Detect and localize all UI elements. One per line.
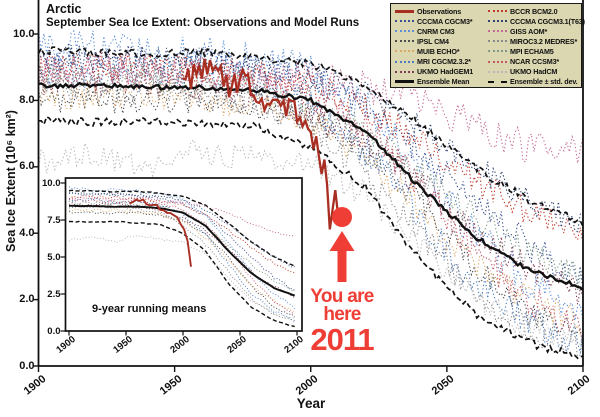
legend-label: Ensemble Mean (417, 77, 470, 87)
legend-swatch-dotted (488, 60, 507, 63)
inset-caption: 9-year running means (92, 303, 207, 315)
series-cccma-cgcm3-1-t63- (38, 45, 583, 233)
series-observations (129, 198, 192, 267)
location-marker-icon (329, 207, 355, 282)
legend-label: MUIB ECHO* (417, 46, 460, 56)
legend-swatch-dotted (488, 20, 507, 23)
inset-border (64, 177, 303, 332)
legend-item: Ensemble ± std. dev. (488, 77, 579, 87)
legend-label: MIROC3.2 MEDRES* (510, 36, 578, 46)
legend-swatch-solid (395, 80, 414, 84)
series-ensemble-std-dev- (38, 46, 583, 227)
legend-swatch-dotted (395, 70, 414, 73)
legend-label: GISS AOM* (510, 26, 548, 36)
legend-item: GISS AOM* (488, 26, 579, 36)
legend-label: UKMO HadCM (510, 67, 558, 77)
legend-swatch-dotted (488, 40, 507, 43)
series-ensemble-std-dev- (68, 220, 295, 328)
legend-label: IPSL CM4 (417, 36, 449, 46)
series-bccr-bcm2-0 (38, 49, 583, 244)
legend-item: MPI ECHAM5 (488, 46, 579, 56)
series-observations (182, 58, 342, 230)
legend-swatch-dotted (488, 70, 507, 73)
legend-label: NCAR CCSM3* (510, 57, 560, 67)
legend-label: MRI CGCM2.3.2* (417, 57, 471, 67)
legend-item: MRI CGCM2.3.2* (395, 56, 488, 66)
legend-swatch-dotted (395, 40, 414, 43)
legend-item: MIROC3.2 MEDRES* (488, 36, 579, 46)
chart-title: Arctic (46, 2, 82, 16)
legend: Observations CCCMA CGCM3* CNRM CM3 IPSL CM4… (390, 3, 585, 88)
legend-label: MPI ECHAM5 (510, 46, 554, 56)
series-cnrm-cm3 (38, 29, 583, 323)
series-ensemble-mean (69, 204, 296, 297)
legend-label: UKMO HadGEM1 (417, 67, 474, 77)
legend-swatch-dotted (395, 20, 414, 23)
legend-swatch-dotted (488, 50, 507, 53)
legend-swatch-dotted (395, 60, 414, 63)
legend-label: CCCMA CGCM3* (417, 16, 473, 26)
annotation-year: 2011 (310, 322, 374, 358)
legend-item: CCCMA CGCM3* (395, 16, 488, 26)
legend-swatch-dotted (488, 30, 507, 33)
annotation-line1: You are (310, 286, 374, 308)
series-ensemble-mean (38, 81, 583, 291)
series-ncar-ccsm3- (38, 55, 583, 343)
series-mri-cgcm2-3-2- (38, 56, 583, 354)
chart-subtitle: September Sea Ice Extent: Observations a… (46, 16, 360, 29)
legend-label: Ensemble ± std. dev. (510, 77, 578, 87)
legend-label: CNRM CM3 (417, 26, 455, 36)
legend-item: UKMO HadCM (488, 67, 579, 77)
legend-swatch-solid (395, 9, 414, 13)
inset-background (65, 178, 302, 331)
legend-column-right: BCCR BCM2.0 CCCMA CGCM3.1(T63) GISS AOM* MI… (488, 6, 585, 87)
legend-label: BCCR BCM2.0 (510, 6, 558, 16)
legend-item: Observations (395, 6, 488, 16)
series-muib-echo- (68, 208, 295, 313)
series-cccma-cgcm3-1-t63- (68, 191, 295, 268)
legend-item: BCCR BCM2.0 (488, 6, 579, 16)
legend-swatch-dotted (395, 30, 414, 33)
series-ensemble-std-dev- (68, 189, 296, 267)
legend-swatch-dotted (488, 10, 507, 13)
series-ipsl-cm4 (68, 211, 296, 318)
legend-item: CNRM CM3 (395, 26, 488, 36)
x-axis-title: Year (296, 396, 326, 411)
legend-item: MUIB ECHO* (395, 46, 488, 56)
legend-item: UKMO HadGEM1 (395, 67, 488, 77)
legend-column-left: Observations CCCMA CGCM3* CNRM CM3 IPSL CM4… (395, 6, 488, 87)
legend-item: IPSL CM4 (395, 36, 488, 46)
legend-label: CCCMA CGCM3.1(T63) (510, 16, 585, 26)
annotation-line2: here (323, 304, 361, 326)
series-miroc3-2-medres- (68, 205, 295, 323)
legend-swatch-dotted (395, 50, 414, 53)
you-are-here-annotation: You are here 2011 (296, 205, 388, 358)
legend-label: Observations (417, 6, 462, 16)
legend-item: CCCMA CGCM3.1(T63) (488, 16, 585, 26)
legend-swatch-dashed (488, 80, 507, 83)
legend-item: Ensemble Mean (395, 77, 488, 87)
legend-item: NCAR CCSM3* (488, 56, 579, 66)
series-ukmo-hadcm (38, 139, 583, 347)
series-mpi-echam5 (68, 200, 295, 292)
y-axis-title: Sea Ice Extent (10⁶ km²) (4, 110, 18, 252)
